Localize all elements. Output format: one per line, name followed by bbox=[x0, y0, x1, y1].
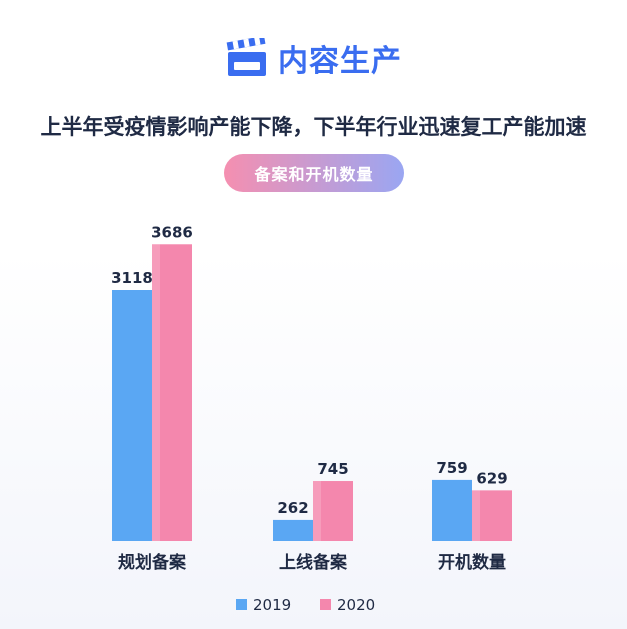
bar-2020-0 bbox=[152, 244, 192, 542]
legend-label-2019: 2019 bbox=[253, 596, 291, 614]
bar-highlight-2 bbox=[472, 490, 480, 541]
bar-2019-2 bbox=[432, 479, 472, 541]
x-tick-label-0: 规划备案 bbox=[118, 552, 187, 573]
header: 内容生产 bbox=[0, 30, 627, 80]
legend-swatch-2019 bbox=[236, 599, 247, 610]
header-title: 内容生产 bbox=[278, 44, 402, 79]
page-subtitle: 上半年受疫情影响产能下降，下半年行业迅速复工产能加速 bbox=[40, 115, 587, 139]
x-tick-label-1: 上线备案 bbox=[279, 552, 348, 573]
data-label-2020-0: 3686 bbox=[151, 223, 193, 241]
chart-tag-pill: 备案和开机数量 bbox=[224, 154, 404, 192]
bar-2019-0 bbox=[112, 290, 152, 541]
data-label-2020-2: 629 bbox=[476, 469, 507, 487]
data-label-2019-0: 3118 bbox=[111, 269, 153, 287]
data-label-2020-1: 745 bbox=[317, 460, 348, 478]
bar-2020-2 bbox=[472, 490, 512, 541]
bar-2020-1 bbox=[313, 481, 353, 541]
x-tick-label-2: 开机数量 bbox=[438, 552, 506, 573]
bar-2019-1 bbox=[273, 519, 313, 541]
legend-label-2020: 2020 bbox=[337, 596, 375, 614]
data-label-2019-1: 262 bbox=[277, 499, 308, 517]
bar-highlight-0 bbox=[152, 244, 160, 542]
bar-highlight-1 bbox=[313, 481, 321, 541]
clapperboard-icon bbox=[226, 38, 266, 76]
legend-swatch-2020 bbox=[320, 599, 331, 610]
data-label-2019-2: 759 bbox=[436, 459, 467, 477]
